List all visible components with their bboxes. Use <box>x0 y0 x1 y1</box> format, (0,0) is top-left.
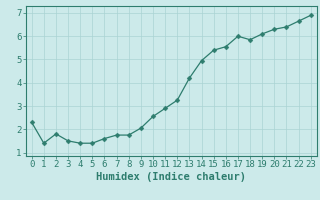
X-axis label: Humidex (Indice chaleur): Humidex (Indice chaleur) <box>96 172 246 182</box>
